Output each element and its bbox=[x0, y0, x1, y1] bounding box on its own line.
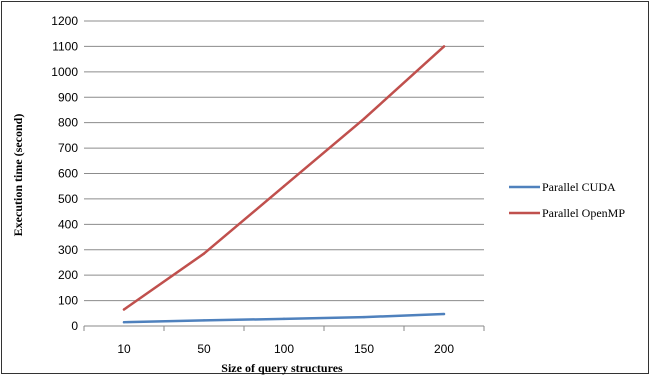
series-line-1 bbox=[122, 45, 446, 311]
data-point bbox=[122, 320, 126, 324]
data-point bbox=[122, 308, 126, 311]
x-axis-title: Size of query structures bbox=[221, 361, 343, 375]
x-tick-label: 150 bbox=[354, 342, 374, 356]
y-tick-labels: 0 100 200 300 400 500 600 700 800 900 1000 1100 1200 bbox=[51, 14, 78, 333]
gridlines bbox=[84, 20, 484, 302]
y-tick-label: 100 bbox=[58, 294, 78, 308]
x-tick-label: 100 bbox=[274, 342, 294, 356]
data-point bbox=[202, 319, 206, 322]
data-point bbox=[202, 252, 206, 255]
y-tick-label: 400 bbox=[58, 217, 78, 231]
data-point bbox=[282, 185, 286, 188]
x-tick-label: 10 bbox=[117, 342, 131, 356]
x-tick-label: 200 bbox=[434, 342, 454, 356]
legend: Parallel CUDA Parallel OpenMP bbox=[509, 180, 625, 220]
legend-label-1: Parallel OpenMP bbox=[542, 206, 625, 220]
legend-label-0: Parallel CUDA bbox=[542, 180, 616, 194]
data-point bbox=[442, 312, 446, 316]
y-tick-label: 1000 bbox=[51, 65, 78, 79]
y-axis-title: Execution time (second) bbox=[11, 114, 25, 237]
y-tick-label: 700 bbox=[58, 141, 78, 155]
y-tick-label: 500 bbox=[58, 192, 78, 206]
y-tick-label: 600 bbox=[58, 167, 78, 181]
y-tick-label: 1100 bbox=[52, 39, 78, 53]
data-point bbox=[282, 317, 286, 321]
x-tick-label: 50 bbox=[197, 342, 211, 356]
y-tick-label: 200 bbox=[58, 268, 78, 282]
y-tick-label: 1200 bbox=[51, 14, 78, 28]
data-point bbox=[442, 45, 446, 48]
y-tick-label: 900 bbox=[58, 90, 78, 104]
data-point bbox=[362, 117, 366, 121]
y-tick-label: 0 bbox=[71, 319, 78, 333]
x-tick-labels: 10 50 100 150 200 bbox=[83, 326, 485, 356]
series-lines bbox=[122, 45, 446, 324]
y-tick-label: 800 bbox=[58, 116, 78, 130]
y-tick-label: 300 bbox=[58, 243, 78, 257]
data-point bbox=[362, 315, 366, 319]
